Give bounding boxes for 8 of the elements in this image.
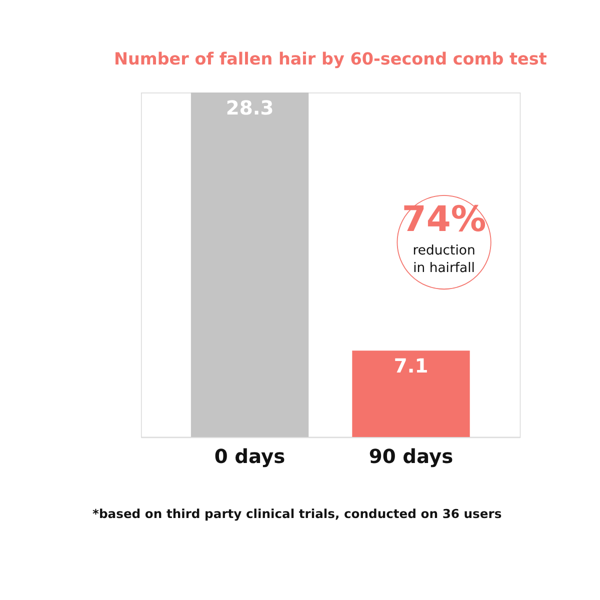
annotation: 74% [402,198,486,240]
chart-title: Number of fallen hair by 60-second comb test [114,48,547,68]
x-tick-label: 90 days [368,445,454,468]
data-label: 7.1 [394,354,428,378]
data-label: 28.3 [226,96,274,120]
annotation: reduction in hairfall [412,244,476,276]
text: *based on third party clinical trials, conducted on 36 users [92,507,502,522]
x-tick-label: 0 days [214,445,286,468]
